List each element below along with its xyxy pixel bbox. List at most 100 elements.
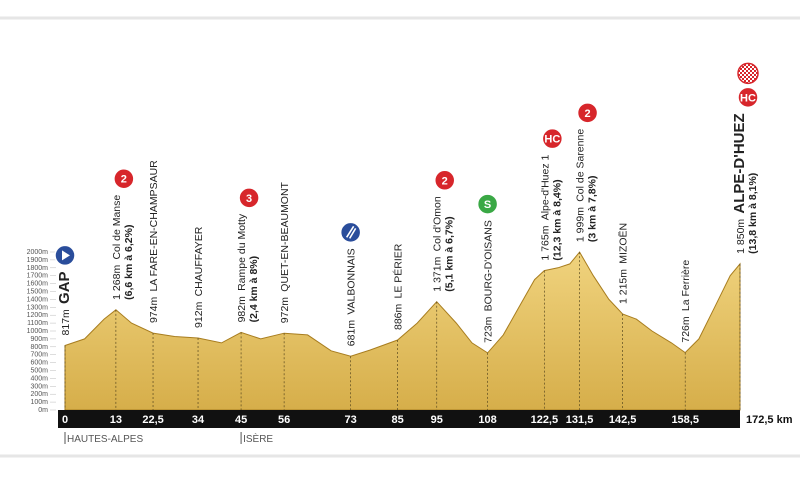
place-label: 723m BOURG-D'OISANS [483, 220, 495, 343]
place-text: 972m QUET-EN-BEAUMONT [279, 181, 291, 323]
place-label: 1 765m Alpe-d'Huez 1 (12,3 km à 8,4%) [539, 154, 563, 260]
y-tick-label: 1600m [27, 281, 49, 288]
place-text: 1 850m ALPE-D'HUEZ [731, 113, 748, 254]
elevation-label: 1 371m [432, 256, 444, 291]
y-tick-label: 900m [30, 336, 48, 343]
elevation-label: 972m [279, 297, 291, 324]
elevation-label: 1 268m [111, 265, 123, 300]
place-text: 1 999m Col de Sarenne [575, 129, 587, 242]
region-label: ISÈRE [243, 432, 273, 445]
place-text: 982m Rampe du Motty [236, 213, 248, 322]
place-label: 1 850m ALPE-D'HUEZ (13,8 km à 8,1%) [731, 113, 759, 254]
x-tick-label: 85 [391, 414, 403, 426]
badge-text: 2 [585, 108, 591, 120]
place-name: BOURG-D'OISANS [483, 220, 495, 311]
elevation-label: 1 999m [575, 207, 587, 242]
climb-detail: (6,6 km à 6,2%) [123, 225, 135, 300]
badge [113, 167, 135, 190]
badge-text: HC [740, 92, 756, 104]
place-name: Alpe-d'Huez 1 [539, 154, 551, 220]
place-text: 726m La Ferrière [680, 260, 692, 343]
place-name: Col de Manse [111, 195, 123, 260]
x-tick-label: 73 [345, 414, 357, 426]
y-tick-label: 600m [30, 360, 48, 367]
place-name: ALPE-D'HUEZ [731, 113, 748, 213]
x-tick-label: 34 [192, 414, 205, 426]
elevation-label: 817m [60, 309, 72, 336]
climb-detail: (12,3 km à 8,4%) [551, 179, 563, 260]
y-tick-label: 300m [30, 383, 48, 390]
badge-text: 3 [246, 193, 252, 205]
feed-icon [345, 225, 357, 239]
place-label: 974m LA FARE-EN-CHAMPSAUR [148, 160, 160, 323]
elevation-area [64, 251, 741, 411]
place-name: VALBONNAIS [346, 248, 358, 314]
badge [737, 62, 759, 85]
place-name: La Ferrière [680, 260, 692, 312]
y-tick-label: 1000m [27, 328, 49, 335]
badge-text: 2 [121, 174, 127, 186]
x-tick-label: 0 [62, 414, 68, 426]
badge [737, 86, 759, 109]
badge-text: 2 [442, 175, 448, 187]
place-text: 817m GAP [56, 271, 73, 335]
place-label: 912m CHAUFFAYER [193, 226, 205, 328]
place-text: 912m CHAUFFAYER [193, 226, 205, 328]
elevation-label: 1 215m [618, 269, 630, 304]
y-tick-label: 0m [38, 407, 48, 414]
x-tick-label: 22,5 [142, 414, 163, 426]
y-tick-label: 100m [30, 399, 48, 406]
distance-band [58, 410, 740, 428]
elevation-label: 1 850m [735, 219, 747, 254]
elevation-label: 1 765m [539, 225, 551, 260]
x-tick-label: 158,5 [671, 414, 699, 426]
place-label: 681m VALBONNAIS [346, 248, 358, 346]
place-text: 723m BOURG-D'OISANS [483, 220, 495, 343]
y-tick-label: 200m [30, 391, 48, 398]
y-tick-label: 700m [30, 352, 48, 359]
place-name: LE PÉRIER [392, 243, 405, 298]
y-tick-label: 1900m [27, 257, 49, 264]
elevation-label: 886m [393, 303, 405, 330]
badge [541, 127, 564, 150]
place-name: Col de Sarenne [575, 129, 587, 202]
y-tick-label: 800m [30, 344, 48, 351]
x-tick-label: 45 [235, 414, 247, 426]
y-tick-label: 2000m [27, 249, 49, 256]
place-label: 1 215m MIZOËN [618, 223, 630, 304]
place-text: 1 268m Col de Manse [111, 195, 123, 300]
elevation-label: 681m [346, 320, 358, 347]
elevation-label: 723m [483, 316, 495, 343]
place-label: 886m LE PÉRIER [392, 243, 405, 330]
climb-detail: (5,1 km à 6,7%) [444, 216, 456, 291]
x-tick-label: 122,5 [531, 414, 559, 426]
region-label: HAUTES-ALPES [67, 434, 143, 445]
place-label: 1 371m Col d'Omon (5,1 km à 6,7%) [432, 196, 456, 292]
elevation-label: 974m [148, 297, 160, 324]
place-name: LA FARE-EN-CHAMPSAUR [148, 160, 160, 292]
elevation-label: 912m [193, 301, 205, 328]
x-tick-label: 131,5 [566, 414, 594, 426]
y-tick-label: 1700m [27, 273, 49, 280]
x-tick-label: 142,5 [609, 414, 637, 426]
place-label: 726m La Ferrière [680, 260, 692, 343]
climb-detail: (13,8 km à 8,1%) [747, 173, 759, 254]
place-label: 982m Rampe du Motty (2,4 km à 8%) [236, 213, 260, 322]
y-tick-label: 1100m [27, 320, 48, 327]
badge [576, 102, 599, 124]
y-tick-label: 1300m [27, 304, 49, 311]
badge-text: HC [544, 134, 560, 146]
elevation-label: 982m [236, 296, 248, 323]
place-text: 1 215m MIZOËN [618, 223, 630, 304]
place-name: Col d'Omon [432, 196, 444, 251]
elevation-label: 726m [680, 316, 692, 343]
y-tick-label: 1200m [27, 312, 49, 319]
x-tick-label: 56 [278, 414, 290, 426]
x-tick-label: 108 [478, 414, 496, 426]
place-name: GAP [56, 271, 73, 304]
place-label: 1 268m Col de Manse (6,6 km à 6,2%) [111, 195, 135, 300]
place-name: CHAUFFAYER [193, 226, 205, 296]
place-label: 972m QUET-EN-BEAUMONT [279, 181, 291, 323]
x-tick-label: 13 [110, 414, 122, 426]
place-text: 681m VALBONNAIS [346, 248, 358, 346]
